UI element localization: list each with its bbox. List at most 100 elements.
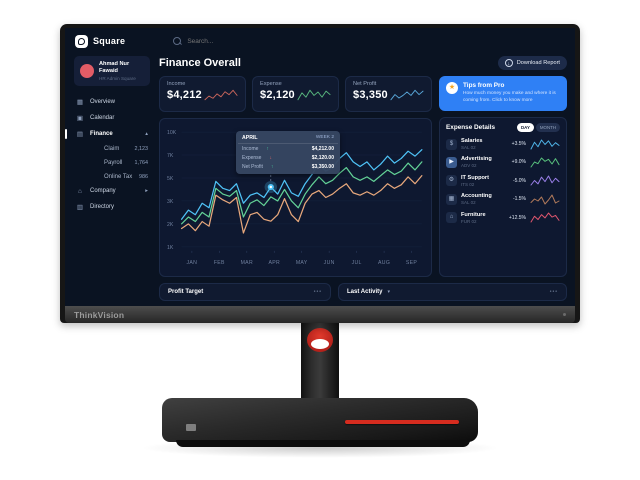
tips-body: How much money you make and where it is … bbox=[463, 91, 556, 103]
expense-change: +3.5% bbox=[511, 141, 526, 148]
stat-value: $2,120 bbox=[260, 89, 295, 101]
expense-details-panel: Expense Details DAY MONTH bbox=[439, 116, 567, 277]
nav-label: Online Tax bbox=[104, 173, 133, 180]
svg-text:5K: 5K bbox=[167, 176, 174, 182]
expense-row-furniture[interactable]: ⌂ Furniture FUR 02 +12.5% bbox=[446, 208, 560, 226]
sidebar-item-calendar[interactable]: ▣ Calendar bbox=[74, 110, 150, 126]
download-report-button[interactable]: ↓ Download Report bbox=[497, 56, 567, 70]
sidebar-nav: ▦ Overview ▣ Calendar bbox=[65, 94, 150, 215]
stat-sparkline bbox=[204, 89, 238, 101]
expense-code: SAL 02 bbox=[461, 145, 476, 151]
nav-label: Calendar bbox=[90, 114, 115, 121]
svg-text:7K: 7K bbox=[167, 153, 174, 159]
stat-card-expense: Expense $2,120 bbox=[252, 76, 339, 112]
search-input[interactable] bbox=[185, 36, 280, 46]
monitor-bezel: Square Ahmad Nur Fawaid HR Admin Sq bbox=[60, 24, 580, 323]
sidebar-item-directory[interactable]: ▥ Directory bbox=[74, 199, 150, 215]
page-header: Finance Overall ↓ Download Report bbox=[159, 56, 567, 70]
nav-label: Company bbox=[90, 188, 116, 195]
stat-label: Net Profit bbox=[353, 81, 377, 87]
svg-text:10K: 10K bbox=[167, 130, 177, 136]
more-menu-icon[interactable]: ••• bbox=[549, 289, 558, 295]
sidebar-item-online-tax[interactable]: Online Tax 986 bbox=[74, 170, 150, 184]
expense-row-accounting[interactable]: ▦ Accounting SAL 02 -1.5% bbox=[446, 190, 560, 208]
nav-label: Overview bbox=[90, 98, 116, 105]
calendar-icon: ▣ bbox=[76, 114, 84, 122]
avatar bbox=[80, 63, 94, 78]
chevron-down-icon: ▾ bbox=[387, 289, 390, 295]
bottom-row: Profit Target ••• Last Activity ▾ ••• bbox=[159, 283, 567, 301]
profit-target-label: Profit Target bbox=[168, 289, 204, 295]
expense-name: Advertising bbox=[461, 156, 492, 163]
sidebar-item-company[interactable]: ⌂ Company ▸ bbox=[74, 184, 150, 199]
last-activity-card[interactable]: Last Activity ▾ ••• bbox=[338, 283, 567, 301]
sidebar: Ahmad Nur Fawaid HR Admin Square ▦ Overv… bbox=[65, 54, 157, 306]
nav-badge: 2,123 bbox=[134, 145, 149, 152]
nav-badge: ▸ bbox=[145, 188, 148, 195]
finance-chart[interactable]: 10K 7K 5K 3K 2K 1K JAN FEB MAR APR MAY JUN JUL AUG SEP bbox=[165, 122, 426, 273]
tooltip-label: Expense bbox=[242, 154, 262, 161]
stat-label: Income bbox=[167, 81, 186, 87]
download-label: Download Report bbox=[516, 60, 560, 66]
profit-target-card[interactable]: Profit Target ••• bbox=[159, 283, 331, 301]
svg-text:1K: 1K bbox=[167, 245, 174, 251]
last-activity-label: Last Activity bbox=[347, 289, 383, 295]
tooltip-month: APRIL bbox=[242, 135, 258, 141]
toggle-month[interactable]: MONTH bbox=[535, 122, 560, 132]
stat-sparkline bbox=[297, 89, 331, 101]
expense-code: SAL 02 bbox=[461, 200, 476, 206]
square-logo-icon bbox=[75, 34, 88, 48]
expense-change: -5.0% bbox=[512, 177, 526, 184]
expense-sparkline bbox=[530, 194, 560, 205]
megaphone-icon: ▶ bbox=[446, 156, 457, 168]
user-name: Ahmad Nur Fawaid bbox=[99, 61, 130, 75]
finance-chart-panel: 10K 7K 5K 3K 2K 1K JAN FEB MAR APR MAY JUN JUL AUG SEP… bbox=[159, 118, 432, 277]
toggle-day[interactable]: DAY bbox=[517, 122, 534, 132]
svg-text:JAN: JAN bbox=[187, 260, 198, 266]
trend-arrow-icon: ↓ bbox=[269, 154, 272, 161]
sidebar-item-payroll[interactable]: Payroll 1,764 bbox=[74, 156, 150, 170]
nav-label: Claim bbox=[104, 145, 120, 152]
sidebar-item-finance[interactable]: ▤ Finance ▴ bbox=[65, 126, 150, 142]
sidebar-item-overview[interactable]: ▦ Overview bbox=[74, 94, 150, 110]
expense-name: Accounting bbox=[461, 193, 492, 200]
app-topbar: Square bbox=[65, 28, 575, 54]
user-role: HR Admin Square bbox=[99, 75, 136, 81]
gear-icon: ⚙ bbox=[446, 175, 457, 187]
expense-name: Furniture bbox=[461, 211, 486, 218]
tooltip-row: Net Profit ↑ $3,350.00 bbox=[238, 162, 338, 171]
app-logo-text: Square bbox=[93, 36, 126, 46]
tips-from-pro-card[interactable]: ★ Tips from Pro How much money you make … bbox=[439, 76, 567, 111]
tooltip-week: WEEK 2 bbox=[315, 135, 334, 140]
more-menu-icon[interactable]: ••• bbox=[313, 289, 322, 295]
cable-management-hole bbox=[307, 328, 333, 352]
trend-arrow-icon: ↑ bbox=[270, 163, 274, 170]
thinkvision-logo: ThinkVision bbox=[74, 309, 125, 320]
chart-tooltip: APRIL WEEK 2 Income bbox=[236, 131, 340, 174]
wallet-icon: ▤ bbox=[76, 130, 84, 138]
tooltip-row: Expense ↓ $2,120.00 bbox=[238, 153, 338, 162]
stat-value: $3,350 bbox=[353, 89, 388, 101]
search-icon bbox=[173, 37, 182, 45]
expense-row-it-support[interactable]: ⚙ IT Support ITS 02 -5.0% bbox=[446, 172, 560, 190]
calculator-icon: ▦ bbox=[446, 193, 457, 205]
expense-code: FUR 02 bbox=[461, 218, 477, 224]
svg-text:JUL: JUL bbox=[352, 260, 362, 266]
user-profile-card[interactable]: Ahmad Nur Fawaid HR Admin Square bbox=[74, 56, 150, 86]
expense-code: ADV 02 bbox=[461, 163, 477, 169]
tooltip-label: Net Profit bbox=[242, 163, 263, 170]
expense-row-advertising[interactable]: ▶ Advertising ADV 02 +9.0% bbox=[446, 153, 560, 171]
expense-sparkline bbox=[530, 139, 560, 150]
tooltip-value: $2,120.00 bbox=[311, 154, 334, 161]
dollar-icon: $ bbox=[446, 138, 457, 150]
search-bar[interactable] bbox=[173, 36, 280, 46]
right-column: ★ Tips from Pro How much money you make … bbox=[439, 76, 567, 277]
monitor-stand-base bbox=[162, 398, 478, 447]
sidebar-item-claim[interactable]: Claim 2,123 bbox=[74, 142, 150, 156]
expense-row-salaries[interactable]: $ Salaries SAL 02 +3.5% bbox=[446, 135, 560, 153]
tips-title: Tips from Pro bbox=[463, 82, 505, 89]
expense-change: -1.5% bbox=[512, 196, 526, 203]
power-led[interactable] bbox=[563, 313, 566, 316]
nav-label: Directory bbox=[90, 203, 115, 210]
chair-icon: ⌂ bbox=[446, 212, 457, 224]
